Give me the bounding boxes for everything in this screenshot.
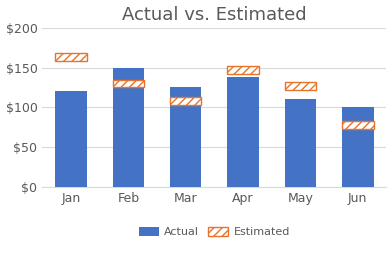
Bar [285,99,316,187]
Bar [113,68,144,187]
Title: Actual vs. Estimated: Actual vs. Estimated [122,6,307,23]
Bar [342,107,374,187]
Bar [285,82,316,90]
Legend: Actual, Estimated: Actual, Estimated [134,222,294,242]
Bar [170,97,201,105]
Bar [342,121,374,129]
Bar [227,77,259,187]
Bar [170,87,201,187]
Bar [55,53,87,61]
Bar [113,79,144,87]
Bar [227,66,259,74]
Bar [55,91,87,187]
